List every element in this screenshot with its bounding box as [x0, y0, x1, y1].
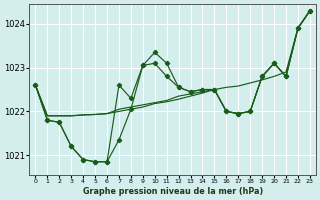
X-axis label: Graphe pression niveau de la mer (hPa): Graphe pression niveau de la mer (hPa) — [83, 187, 263, 196]
